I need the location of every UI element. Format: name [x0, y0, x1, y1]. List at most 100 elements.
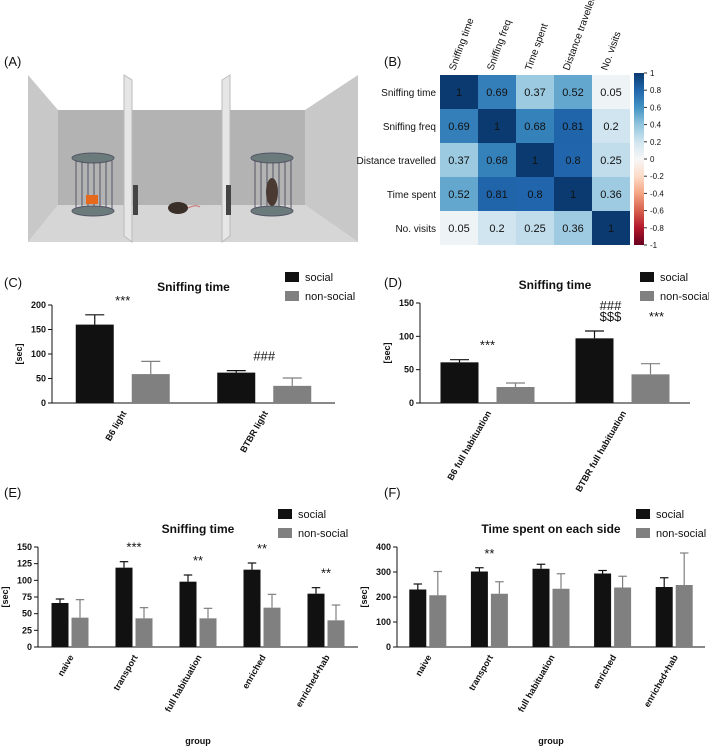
legend-label: social: [656, 509, 684, 521]
heatmap-cell: [478, 75, 516, 109]
legend-swatch: [278, 528, 292, 538]
cell-label: 0.52: [448, 189, 469, 201]
bar: [217, 372, 256, 403]
y-tick-label: 100: [399, 331, 414, 341]
cell-label: 0.8: [565, 155, 580, 167]
colorbar-tick-label: 0.2: [650, 138, 662, 147]
x-tick-label: naive: [413, 653, 433, 678]
cell-label: 1: [532, 155, 538, 167]
cell-label: 1: [570, 189, 576, 201]
cell-label: 0.68: [524, 121, 545, 133]
heatmap-cell: [592, 177, 630, 211]
x-tick-label: naive: [56, 653, 76, 678]
three-chamber-illustration: [28, 74, 358, 243]
colorbar-tick-label: 0.6: [650, 103, 662, 112]
door: [226, 185, 231, 215]
bar: [470, 571, 488, 647]
column-label: Sniffing time: [447, 16, 476, 72]
y-tick-label: 25: [22, 625, 32, 635]
door: [133, 185, 138, 215]
heatmap-cell: [592, 143, 630, 177]
legend-label: non-social: [660, 291, 709, 303]
bar: [307, 593, 325, 647]
cell-label: 0.36: [562, 223, 583, 235]
row-label: Time spent: [387, 190, 436, 201]
x-tick-label: full habituation: [516, 653, 557, 714]
chart-title: Sniffing time: [157, 280, 230, 294]
cell-label: 0.69: [448, 121, 469, 133]
panel-label: (D): [384, 275, 402, 290]
significance-label: ***: [126, 540, 141, 555]
heatmap-cell: [440, 143, 478, 177]
colorbar-tick-label: 1: [650, 69, 655, 78]
cell-label: 0.25: [600, 155, 621, 167]
cell-label: 0.81: [562, 121, 583, 133]
y-tick-label: 100: [376, 617, 391, 627]
cell-label: 1: [608, 223, 614, 235]
x-tick-label: transport: [111, 653, 139, 692]
y-tick-label: 125: [17, 559, 32, 569]
heatmap-cell: [554, 211, 592, 245]
colorbar-tick-label: -0.6: [650, 207, 664, 216]
legend-swatch: [278, 509, 292, 519]
heatmap-cell: [478, 109, 516, 143]
y-tick-label: 0: [386, 642, 391, 652]
colorbar-tick-label: 0.8: [650, 86, 662, 95]
heatmap-cell: [440, 109, 478, 143]
bar: [135, 618, 153, 647]
legend-swatch: [285, 272, 299, 282]
heatmap-cell: [440, 177, 478, 211]
heatmap-cell: [592, 109, 630, 143]
bar: [429, 595, 447, 647]
colorbar-tick-label: 0: [650, 155, 655, 164]
heatmap-cell: [440, 211, 478, 245]
bar: [327, 620, 345, 647]
legend-swatch: [636, 509, 650, 519]
y-tick-label: 0: [409, 398, 414, 408]
legend-label: social: [298, 509, 326, 521]
y-tick-label: 150: [399, 298, 414, 308]
panel-label: (E): [4, 485, 21, 500]
bar: [243, 569, 261, 647]
legend-label: non-social: [656, 528, 706, 540]
significance-label: $$$: [600, 309, 622, 324]
panel-label: (F): [384, 485, 401, 500]
y-tick-label: 0: [27, 642, 32, 652]
y-tick-label: 100: [17, 575, 32, 585]
heatmap-cell: [516, 109, 554, 143]
cell-label: 0.2: [489, 223, 504, 235]
heatmap-cell: [478, 177, 516, 211]
bar: [490, 593, 508, 647]
colorbar-tick-label: 0.4: [650, 121, 662, 130]
cell-label: 0.81: [486, 189, 507, 201]
column-label: Time spent: [523, 22, 550, 72]
legend-swatch: [636, 528, 650, 538]
legend-label: social: [305, 272, 333, 284]
x-tick-label: enriched: [591, 653, 618, 690]
significance-label: ***: [480, 338, 495, 353]
row-label: Sniffing time: [381, 88, 436, 99]
cell-label: 0.8: [527, 189, 542, 201]
x-tick-label: full habituation: [163, 653, 204, 714]
colorbar-tick-label: -0.8: [650, 224, 664, 233]
heatmap-cell: [440, 75, 478, 109]
cell-label: 0.25: [524, 223, 545, 235]
significance-label: ###: [253, 349, 275, 364]
bar: [273, 385, 312, 403]
cell-label: 1: [494, 121, 500, 133]
significance-label: **: [193, 553, 203, 568]
x-tick-label: BTBR light: [238, 409, 270, 454]
heatmap-cell: [516, 211, 554, 245]
bar: [631, 374, 670, 403]
x-tick-label: enriched+hab: [294, 653, 332, 709]
heatmap-cell: [554, 75, 592, 109]
chart-title: Sniffing time: [162, 522, 235, 536]
cell-label: 0.68: [486, 155, 507, 167]
y-tick-label: 100: [31, 349, 46, 359]
heatmap-cell: [516, 143, 554, 177]
x-tick-label: enriched: [240, 653, 267, 690]
significance-label: ***: [115, 293, 130, 308]
heatmap-cell: [554, 109, 592, 143]
heatmap-cell: [592, 75, 630, 109]
bar: [675, 585, 693, 647]
